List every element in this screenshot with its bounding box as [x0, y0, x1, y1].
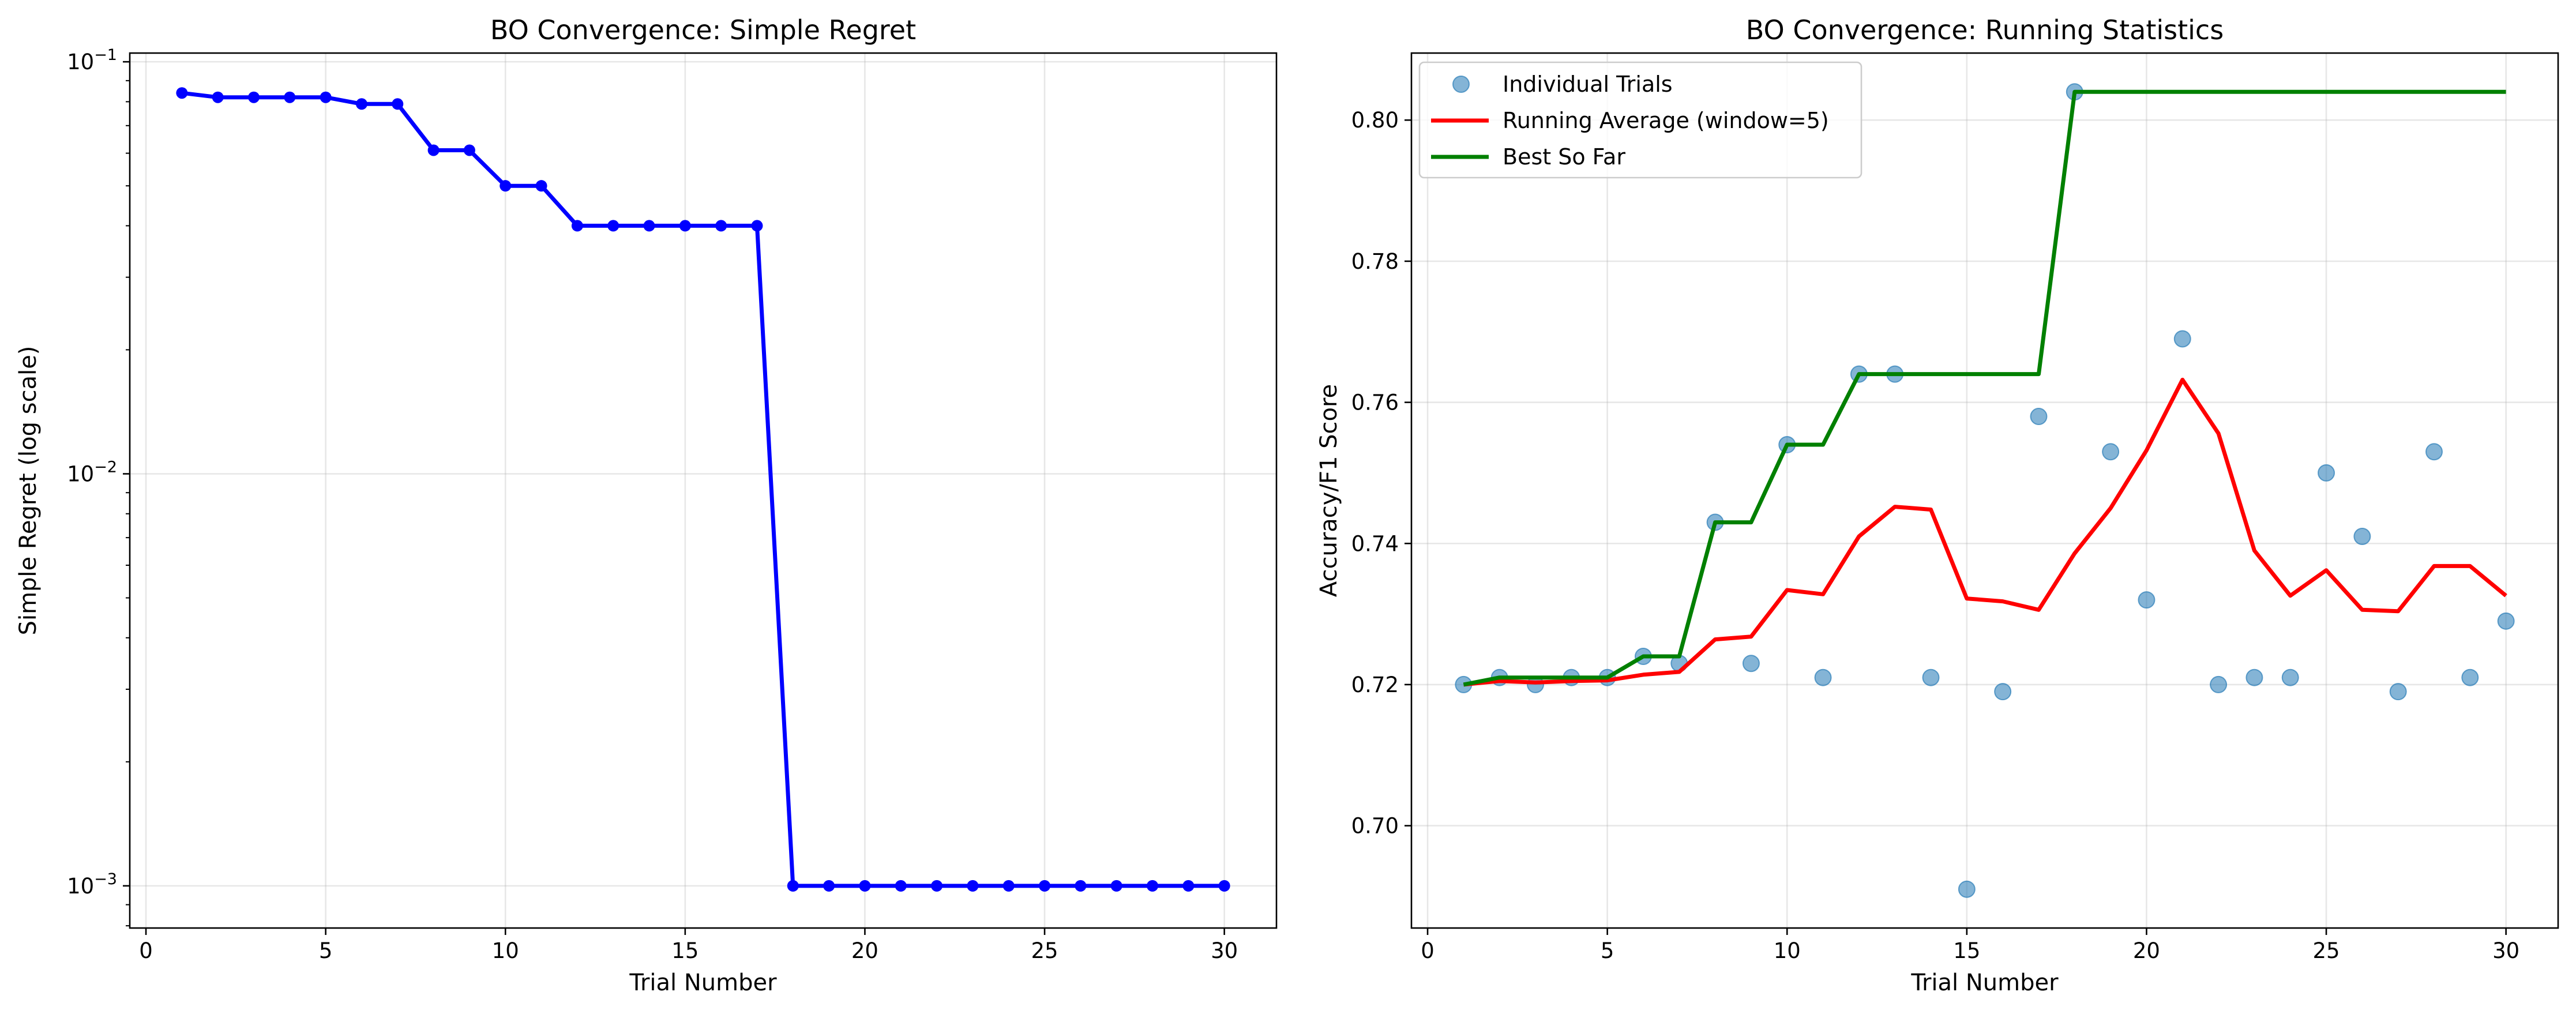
legend-label-running-average-window-5: Running Average (window=5) [1503, 108, 1829, 133]
series-0-point [320, 91, 332, 103]
series-0-point [823, 880, 835, 892]
individual-trials-point [1994, 683, 2012, 701]
y-tick-label: 10−1 [67, 46, 117, 74]
x-tick-label: 30 [1211, 938, 1238, 963]
individual-trials-point [2210, 675, 2228, 693]
legend-label-individual-trials: Individual Trials [1503, 72, 1673, 97]
y-tick-label: 10−3 [67, 870, 117, 899]
y-tick-label: 10−2 [67, 459, 117, 487]
series-0-point [787, 880, 799, 892]
series-0-point [571, 220, 583, 232]
series-0-point [859, 880, 871, 892]
series-0-point [1039, 880, 1051, 892]
legend-label-best-so-far: Best So Far [1503, 144, 1625, 170]
legend-swatch-individual-trials [1452, 76, 1470, 93]
series-0-point [895, 880, 907, 892]
individual-trials-point [2281, 668, 2299, 686]
x-tick-label: 15 [1953, 938, 1980, 963]
individual-trials-point [2138, 591, 2156, 609]
running-statistics-axes [1410, 52, 2559, 929]
simple-regret-ticks: 0 5 10 15 20 25 30 10−3 10−2 10−1 [67, 46, 1238, 963]
simple-regret-series [176, 87, 1230, 892]
series-0-point [967, 880, 979, 892]
running-statistics-series [1455, 83, 2515, 898]
series-0-point [1075, 880, 1087, 892]
individual-trials-point [2245, 668, 2263, 686]
series-0-line [181, 91, 1225, 888]
y-tick-label: 0.70 [1351, 814, 1399, 839]
series-0-point [1182, 880, 1195, 892]
x-tick-label: 25 [2312, 938, 2340, 963]
legend-box [1418, 61, 1862, 179]
y-tick-label: 0.80 [1351, 108, 1399, 133]
x-tick-label: 10 [1774, 938, 1801, 963]
axes-frame [1410, 52, 2559, 929]
series-0-point [751, 220, 763, 232]
series-0-point [355, 98, 367, 110]
simple-regret-grid [130, 53, 1276, 928]
individual-trials-point [2425, 443, 2443, 461]
legend: Individual Trials Running Average (window… [1418, 61, 1862, 179]
individual-trials-point [2389, 683, 2407, 701]
series-0-point [679, 220, 691, 232]
individual-trials-point [2461, 668, 2479, 686]
running-average-window-5-line [1463, 377, 2507, 687]
y-tick-label: 0.74 [1351, 531, 1399, 556]
series-0-point [535, 180, 547, 192]
series-0-point [463, 144, 475, 156]
x-tick-label: 20 [2133, 938, 2160, 963]
simple-regret-x-axis-label: Trial Number [629, 970, 777, 996]
series-0-point [1218, 880, 1230, 892]
series-0-point [176, 87, 188, 99]
x-tick-label: 10 [492, 938, 519, 963]
individual-trials-point [1922, 668, 1940, 686]
y-tick-label: 0.78 [1351, 249, 1399, 274]
individual-trials-point [2353, 528, 2371, 546]
individual-trials-point [2497, 612, 2515, 630]
running-statistics-ticks: 0 5 10 15 20 25 30 0.70 0.72 0.74 0.76 0.78 0.80 [1351, 108, 2520, 963]
series-0-point [931, 880, 943, 892]
series-0-point [1146, 880, 1158, 892]
individual-trials-point [2318, 464, 2335, 482]
individual-trials-point [2030, 408, 2048, 426]
x-tick-label: 0 [1421, 938, 1435, 963]
x-tick-label: 30 [2492, 938, 2519, 963]
series-0-point [500, 180, 512, 192]
series-0-point [427, 144, 440, 156]
x-tick-label: 15 [671, 938, 699, 963]
series-0-point [212, 91, 224, 103]
series-0-point [248, 91, 260, 103]
series-0-point [1002, 880, 1015, 892]
individual-trials-point [1814, 668, 1832, 686]
series-0-point [607, 220, 619, 232]
individual-trials-point [1742, 655, 1760, 673]
simple-regret-panel: BO Convergence: Simple Regret 0 5 10 15 20 25… [15, 14, 1278, 996]
simple-regret-title: BO Convergence: Simple Regret [490, 14, 916, 46]
individual-trials-point [2173, 330, 2191, 348]
x-tick-label: 5 [1601, 938, 1614, 963]
x-tick-label: 5 [319, 938, 333, 963]
individual-trials-point [2102, 443, 2120, 461]
individual-trials-point [1958, 880, 1976, 898]
x-tick-label: 0 [139, 938, 153, 963]
series-0-point [392, 98, 404, 110]
series-0-point [284, 91, 296, 103]
simple-regret-y-axis-label: Simple Regret (log scale) [15, 346, 42, 636]
simple-regret-axes [129, 52, 1278, 929]
y-tick-label: 0.72 [1351, 673, 1399, 697]
y-tick-label: 0.76 [1351, 390, 1399, 415]
series-0-point [715, 220, 727, 232]
axes-frame [129, 52, 1278, 929]
x-tick-label: 20 [851, 938, 878, 963]
running-statistics-title: BO Convergence: Running Statistics [1746, 14, 2224, 46]
running-statistics-y-axis-label: Accuracy/F1 Score [1316, 384, 1342, 597]
best-so-far-line [1463, 89, 2506, 687]
running-statistics-x-axis-label: Trial Number [1910, 970, 2059, 996]
running-statistics-panel: BO Convergence: Running Statistics 0 5 10 1… [1316, 14, 2559, 996]
series-0-point [643, 220, 655, 232]
series-0-point [1110, 880, 1122, 892]
x-tick-label: 25 [1031, 938, 1058, 963]
